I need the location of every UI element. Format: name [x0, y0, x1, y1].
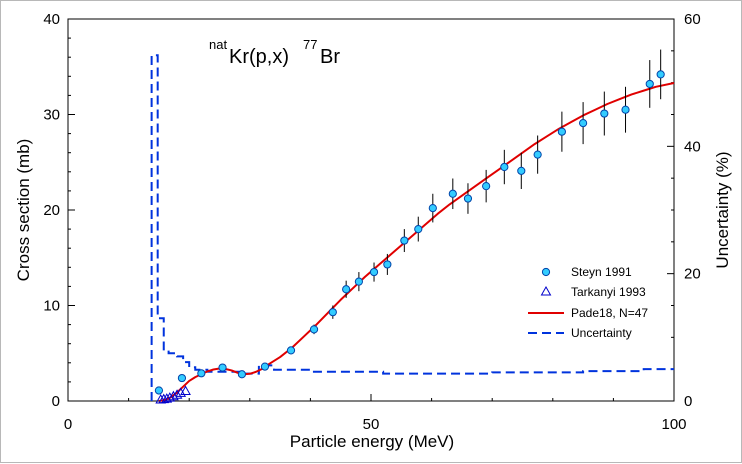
steyn-point [482, 182, 491, 191]
y-tick-label: 0 [52, 393, 60, 410]
steyn-point [414, 225, 423, 234]
y-tick-label: 10 [43, 298, 60, 315]
steyn-point [621, 105, 630, 114]
title-prefix-sup: nat [209, 37, 227, 52]
x-tick-label: 50 [363, 416, 380, 433]
legend-entry-steyn: Steyn 1991 [541, 265, 632, 279]
tarkanyi-point [180, 385, 191, 395]
steyn-point [428, 203, 437, 213]
pade-fit-series [158, 82, 675, 402]
legend-entry-uncertainty: Uncertainty [528, 326, 632, 340]
steyn-point [309, 325, 319, 334]
y2-axis-title: Uncertainty (%) [713, 151, 732, 268]
tarkanyi-point [168, 390, 179, 401]
tarkanyi-point [161, 393, 173, 403]
title-sup-2: 77 [303, 37, 317, 52]
x-tick-label: 100 [661, 416, 686, 433]
steyn-point [342, 285, 351, 294]
plot-border [67, 18, 675, 402]
steyn-series [154, 70, 665, 395]
y-axis-title: Cross section (mb) [14, 139, 33, 282]
steyn-point [400, 236, 409, 245]
legend: Steyn 1991 Tarkanyi 1993 Pade18, N=47 Un… [528, 265, 648, 340]
steyn-point [500, 162, 509, 172]
steyn-point [237, 370, 247, 379]
legend-label-tarkanyi: Tarkanyi 1993 [571, 285, 646, 299]
tarkanyi-point [171, 389, 183, 399]
steyn-point [177, 373, 187, 383]
steyn-point [533, 150, 542, 159]
y-tick-label: 30 [43, 107, 60, 124]
steyn-point [197, 369, 206, 378]
steyn-point [600, 109, 609, 118]
steyn-point [154, 386, 163, 395]
legend-label-pade: Pade18, N=47 [571, 306, 648, 320]
steyn-point [448, 189, 457, 198]
steyn-point [286, 346, 296, 355]
tarkanyi-point [164, 392, 176, 402]
steyn-point [218, 363, 227, 372]
title-main-1: Kr(p,x) [229, 46, 289, 68]
tarkanyi-series [155, 385, 191, 404]
legend-marker-circle [541, 267, 551, 277]
uncertainty-series [150, 54, 674, 401]
y-tick-label: 20 [43, 202, 60, 219]
legend-marker-triangle [540, 285, 552, 296]
steyn-point [645, 79, 654, 89]
x-tick-label: 0 [64, 416, 72, 433]
y2-tick-label: 20 [684, 266, 701, 283]
title-main-2: Br [320, 46, 340, 68]
uncertainty-line [150, 54, 674, 401]
steyn-point [383, 260, 392, 269]
steyn-point [557, 127, 566, 136]
legend-entry-pade: Pade18, N=47 [528, 306, 648, 320]
plot-area [67, 18, 675, 402]
steyn-point [579, 118, 588, 128]
steyn-point [369, 267, 379, 277]
steyn-point [463, 194, 473, 203]
legend-entry-tarkanyi: Tarkanyi 1993 [540, 285, 646, 299]
steyn-point [517, 166, 526, 175]
legend-label-steyn: Steyn 1991 [571, 265, 632, 279]
x-axis-title: Particle energy (MeV) [290, 432, 454, 451]
pade-fit-line [158, 82, 675, 402]
steyn-point [260, 362, 270, 371]
axis-ticks: 0 50 100 0 10 20 30 40 0 20 40 60 [43, 11, 700, 433]
tarkanyi-point [175, 387, 187, 397]
y2-tick-label: 40 [684, 138, 701, 155]
steyn-point [328, 308, 337, 317]
legend-label-uncertainty: Uncertainty [571, 326, 632, 340]
y2-tick-label: 0 [684, 393, 692, 410]
steyn-point [354, 277, 363, 286]
y-tick-label: 40 [43, 11, 60, 28]
y2-tick-label: 60 [684, 11, 701, 28]
steyn-point [656, 70, 665, 79]
